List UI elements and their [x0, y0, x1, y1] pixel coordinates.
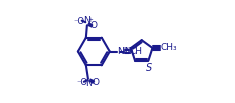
- Text: +: +: [90, 79, 95, 85]
- Text: CH: CH: [130, 47, 143, 56]
- Text: N: N: [124, 47, 131, 56]
- Text: O: O: [90, 21, 97, 30]
- Text: S: S: [146, 63, 152, 73]
- Text: +: +: [87, 17, 93, 23]
- Text: CH₃: CH₃: [160, 43, 177, 53]
- Text: ⁻O: ⁻O: [76, 78, 87, 87]
- Text: NH: NH: [118, 47, 131, 56]
- Text: ⁻O: ⁻O: [74, 17, 85, 26]
- Text: N: N: [83, 16, 90, 25]
- Text: O: O: [92, 78, 99, 87]
- Text: N: N: [85, 79, 92, 88]
